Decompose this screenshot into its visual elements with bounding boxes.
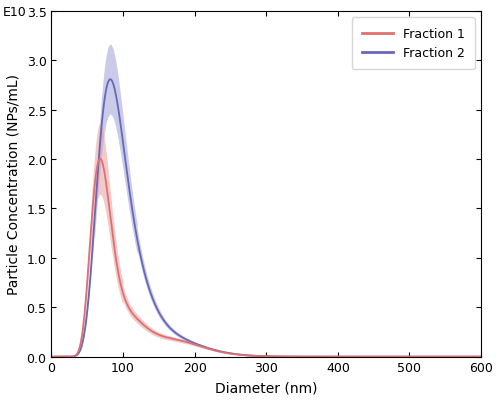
Y-axis label: Particle Concentration (NPs/mL): Particle Concentration (NPs/mL) [7, 74, 21, 295]
Text: E10: E10 [2, 6, 26, 19]
X-axis label: Diameter (nm): Diameter (nm) [215, 380, 318, 394]
Legend: Fraction 1, Fraction 2: Fraction 1, Fraction 2 [352, 18, 475, 70]
